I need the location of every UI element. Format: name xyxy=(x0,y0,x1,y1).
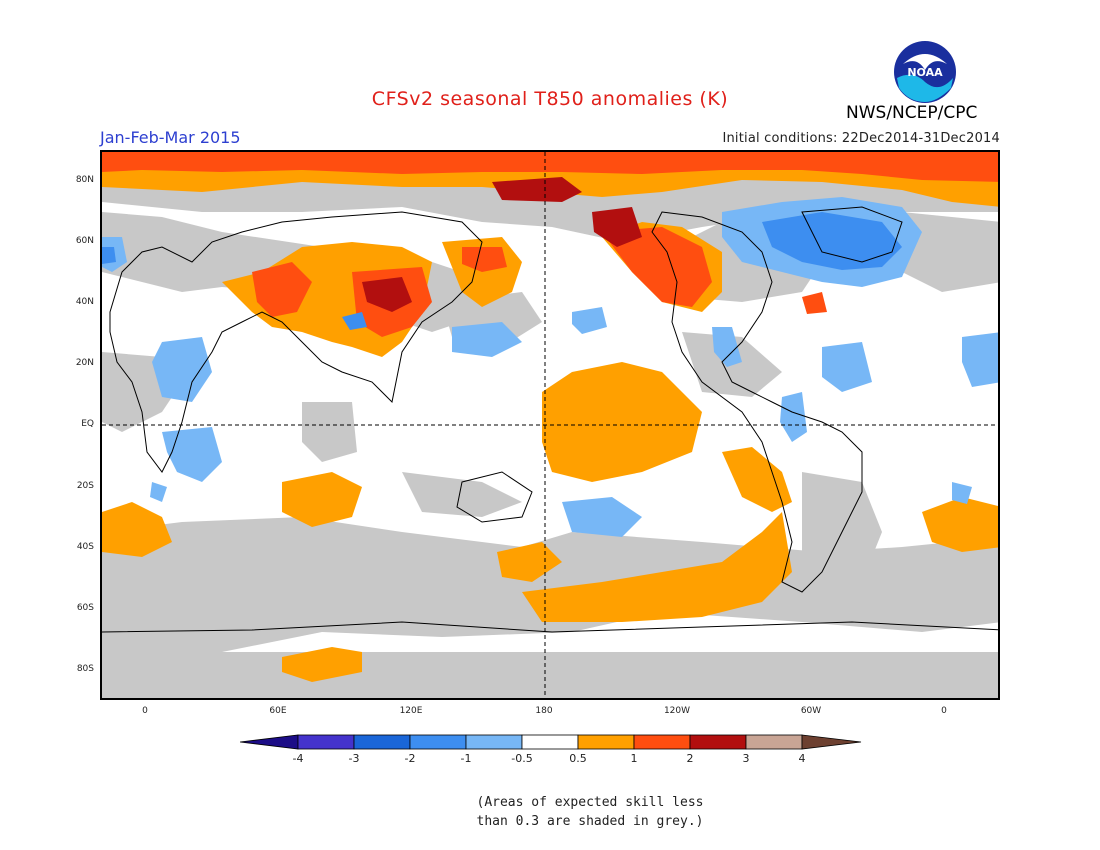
initial-conditions-label: Initial conditions: 22Dec2014-31Dec2014 xyxy=(722,131,1000,146)
colorbar-cell-neg2-neg1 xyxy=(409,734,467,750)
lat-label-60n: 60N xyxy=(75,236,94,246)
colorbar-cell-neutral xyxy=(521,734,579,750)
colorbar-tick-neg4: -4 xyxy=(292,752,304,765)
map-canvas xyxy=(102,152,998,698)
colorbar-tick-2: 2 xyxy=(686,752,694,765)
colorbar-tick-neg2: -2 xyxy=(404,752,416,765)
colorbar-cell-05-1 xyxy=(577,734,635,750)
lon-label-60e: 60E xyxy=(269,706,287,716)
colorbar-cell-neg1-neg05 xyxy=(465,734,523,750)
colorbar-cell-gt-4 xyxy=(801,734,862,750)
colorbar-tick-neg1: -1 xyxy=(460,752,472,765)
colorbar-cell-neg4-neg3 xyxy=(297,734,355,750)
noaa-logo: NOAA xyxy=(894,41,956,103)
season-label: Jan-Feb-Mar 2015 xyxy=(100,128,241,147)
colorbar-cell-lt-neg4 xyxy=(240,734,299,750)
lat-label-80n: 80N xyxy=(75,175,94,185)
lat-label-20n: 20N xyxy=(75,358,94,368)
lat-label-20s: 20S xyxy=(76,481,94,491)
colorbar-tick-05: 0.5 xyxy=(569,752,587,765)
colorbar xyxy=(240,734,862,750)
skill-note: (Areas of expected skill less than 0.3 a… xyxy=(440,793,740,831)
chart-title: CFSv2 seasonal T850 anomalies (K) xyxy=(371,88,729,110)
lon-label-120w: 120W xyxy=(663,706,691,716)
skill-note-line-1: (Areas of expected skill less xyxy=(476,795,704,810)
colorbar-cell-1-2 xyxy=(633,734,691,750)
lon-label-120e: 120E xyxy=(399,706,423,716)
colorbar-cell-neg3-neg2 xyxy=(353,734,411,750)
anomaly--2--1 xyxy=(102,212,902,330)
lat-label-80s: 80S xyxy=(76,664,94,674)
lat-label-60s: 60S xyxy=(76,603,94,613)
lon-label-0-east: 0 xyxy=(941,706,947,716)
svg-text:NOAA: NOAA xyxy=(907,66,943,79)
anomaly-map xyxy=(100,150,1000,700)
lon-label-60w: 60W xyxy=(800,706,822,716)
colorbar-tick-3: 3 xyxy=(742,752,750,765)
colorbar-tick-neg05: -0.5 xyxy=(511,752,533,765)
colorbar-tick-1: 1 xyxy=(630,752,638,765)
lon-label-0-west: 0 xyxy=(142,706,148,716)
low-skill-regions xyxy=(102,172,998,698)
agency-label: NWS/NCEP/CPC xyxy=(846,103,978,123)
lat-label-eq: EQ xyxy=(81,419,94,429)
lat-label-40s: 40S xyxy=(76,542,94,552)
colorbar-cell-3-4 xyxy=(745,734,803,750)
skill-note-line-2: than 0.3 are shaded in grey.) xyxy=(476,814,704,829)
anomaly-2-3 xyxy=(362,177,642,312)
colorbar-tick-neg3: -3 xyxy=(348,752,360,765)
lon-label-180: 180 xyxy=(535,706,553,716)
coastlines xyxy=(102,206,998,633)
colorbar-tick-4: 4 xyxy=(798,752,806,765)
lat-label-40n: 40N xyxy=(75,297,94,307)
colorbar-cell-2-3 xyxy=(689,734,747,750)
